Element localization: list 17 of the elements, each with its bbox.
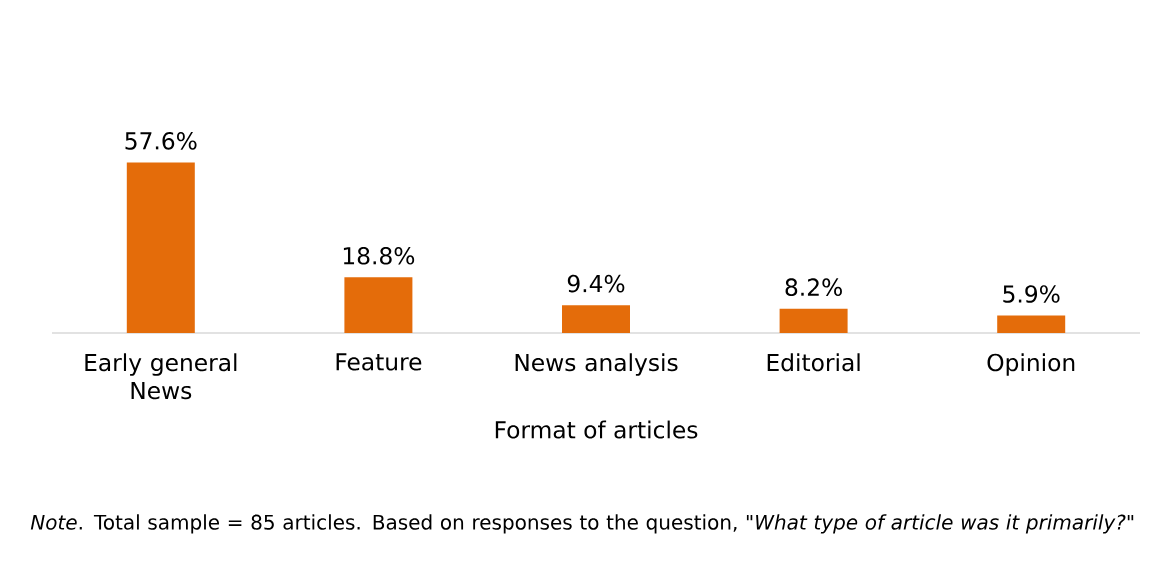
x-tick-label: Opinion (987, 353, 1075, 376)
data-label: 8.2% (785, 278, 842, 296)
x-tick-label: Editorial (767, 353, 860, 372)
x-tick-label: Feature (336, 353, 422, 371)
bar (779, 308, 848, 333)
text: Note. Total sample = 85 articles. Based on responses to the question, "What type of article was it primarily?" (30, 514, 1134, 534)
data-label: 18.8% (343, 246, 415, 265)
x-axis-title: Format of articles (495, 420, 698, 439)
data-label: 5.9% (1003, 285, 1060, 303)
data-label: 57.6% (125, 132, 197, 150)
x-tick-label: News analysis (515, 353, 678, 376)
bar (126, 162, 195, 333)
x-tick-label: Early general News (85, 353, 237, 400)
bar (997, 315, 1066, 333)
bar (344, 277, 413, 333)
bar (562, 305, 630, 333)
data-label: 9.4% (567, 274, 625, 293)
